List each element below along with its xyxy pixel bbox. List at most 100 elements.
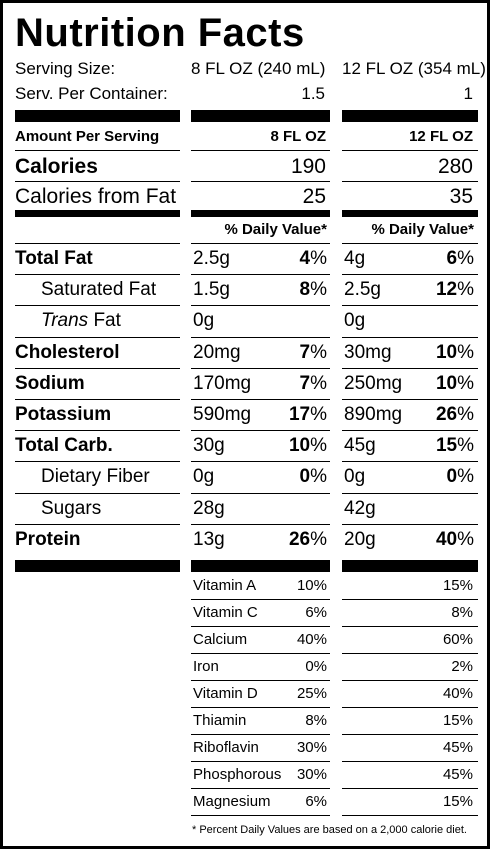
divider-line (342, 274, 478, 275)
percent-sign: % (457, 404, 474, 425)
divider-medium (191, 210, 330, 217)
servings-per-container-col1: 1.5 (301, 84, 325, 103)
nutrient-label: Saturated Fat (41, 279, 157, 300)
percent-value: 0 (446, 466, 458, 487)
percent-value: 40 (435, 529, 458, 550)
divider-thick (342, 110, 478, 122)
percent-value: 10 (435, 342, 458, 363)
nutrient-percent-col2: 6% (403, 246, 474, 272)
percent-sign: % (457, 373, 474, 394)
vitamin-value-col2: 40% (442, 685, 473, 702)
percent-value: 4 (299, 248, 311, 269)
percent-sign: % (457, 248, 474, 269)
servings-per-container-label: Serv. Per Container: (15, 84, 168, 103)
divider-line (342, 599, 478, 600)
calories-col1: 190 (290, 155, 326, 178)
vitamin-value-col1: 30% (296, 739, 327, 756)
serving-size-col2: 12 FL OZ (354 mL) (342, 59, 486, 78)
nutrient-percent-col1: 8% (263, 277, 327, 303)
divider-line (15, 493, 180, 494)
divider-line (191, 305, 330, 306)
divider-line (191, 707, 330, 708)
percent-sign: % (310, 373, 327, 394)
divider-line (191, 815, 330, 816)
nutrient-amount-col2: 2.5g (344, 279, 381, 300)
divider-line (191, 599, 330, 600)
divider-line (15, 461, 180, 462)
divider-medium (342, 210, 478, 217)
calories-label: Calories (15, 155, 98, 178)
divider-line (191, 493, 330, 494)
divider-line (342, 788, 478, 789)
divider-thick (191, 110, 330, 122)
servings-per-container-col2: 1 (463, 84, 473, 103)
nutrient-label: Sugars (41, 498, 102, 519)
vitamin-label: Vitamin A (193, 577, 257, 594)
divider-line (191, 524, 330, 525)
nutrient-percent-col2: 0% (403, 464, 474, 490)
nutrient-amount-col2: 30mg (344, 342, 392, 363)
divider-line (342, 653, 478, 654)
divider-thick (15, 560, 180, 572)
nutrient-percent-col2: 40% (403, 527, 474, 553)
divider-line (15, 337, 180, 338)
nutrient-amount-col1: 0g (193, 466, 215, 487)
divider-line (342, 680, 478, 681)
percent-value: 6 (446, 248, 458, 269)
divider-line (191, 150, 330, 151)
divider-line (191, 788, 330, 789)
nutrient-amount-col1: 170mg (193, 373, 252, 394)
divider-line (342, 761, 478, 762)
daily-value-header-col2: % Daily Value* (371, 221, 474, 238)
percent-value: 26 (435, 404, 458, 425)
percent-value: 17 (288, 404, 311, 425)
nutrient-amount-col1: 13g (193, 529, 225, 550)
vitamin-value-col1: 10% (296, 577, 327, 594)
percent-sign: % (310, 529, 327, 550)
divider-line (191, 626, 330, 627)
column-header-8oz: 8 FL OZ (270, 128, 326, 145)
vitamin-label: Iron (193, 658, 219, 675)
divider-thick (15, 110, 180, 122)
divider-line (15, 181, 180, 182)
calories-from-fat-label: Calories from Fat (15, 185, 177, 208)
nutrient-percent-col2: 10% (403, 340, 474, 366)
vitamin-label: Vitamin D (193, 685, 258, 702)
nutrient-amount-col2: 45g (344, 435, 376, 456)
nutrient-label: Cholesterol (15, 342, 120, 363)
percent-sign: % (457, 435, 474, 456)
nutrient-label: Dietary Fiber (41, 466, 150, 487)
vitamin-value-col2: 15% (442, 793, 473, 810)
nutrient-amount-col1: 590mg (193, 404, 252, 425)
divider-line (342, 305, 478, 306)
nutrient-label-italic: Trans (41, 310, 89, 331)
divider-line (342, 626, 478, 627)
divider-line (342, 493, 478, 494)
footnote: * Percent Daily Values are based on a 2,… (192, 824, 467, 836)
vitamin-value-col2: 45% (442, 739, 473, 756)
divider-line (191, 243, 330, 244)
panel-title: Nutrition Facts (15, 11, 305, 55)
vitamin-value-col2: 15% (442, 577, 473, 594)
amount-per-serving-label: Amount Per Serving (15, 128, 160, 145)
vitamin-label: Riboflavin (193, 739, 259, 756)
percent-value: 10 (288, 435, 311, 456)
percent-sign: % (310, 404, 327, 425)
percent-value: 7 (299, 342, 311, 363)
nutrient-amount-col1: 1.5g (193, 279, 230, 300)
vitamin-label: Magnesium (193, 793, 271, 810)
nutrient-percent-col1: 0% (263, 464, 327, 490)
percent-sign: % (310, 466, 327, 487)
nutrient-percent-col2: 15% (403, 433, 474, 459)
nutrient-percent-col1: 7% (263, 371, 327, 397)
nutrient-label: Sodium (15, 373, 85, 394)
serving-size-col1: 8 FL OZ (240 mL) (191, 59, 326, 78)
nutrient-amount-col2: 20g (344, 529, 376, 550)
vitamin-label: Vitamin C (193, 604, 258, 621)
column-header-12oz: 12 FL OZ (409, 128, 473, 145)
percent-sign: % (457, 529, 474, 550)
percent-value: 8 (299, 279, 311, 300)
percent-sign: % (310, 279, 327, 300)
divider-line (342, 707, 478, 708)
